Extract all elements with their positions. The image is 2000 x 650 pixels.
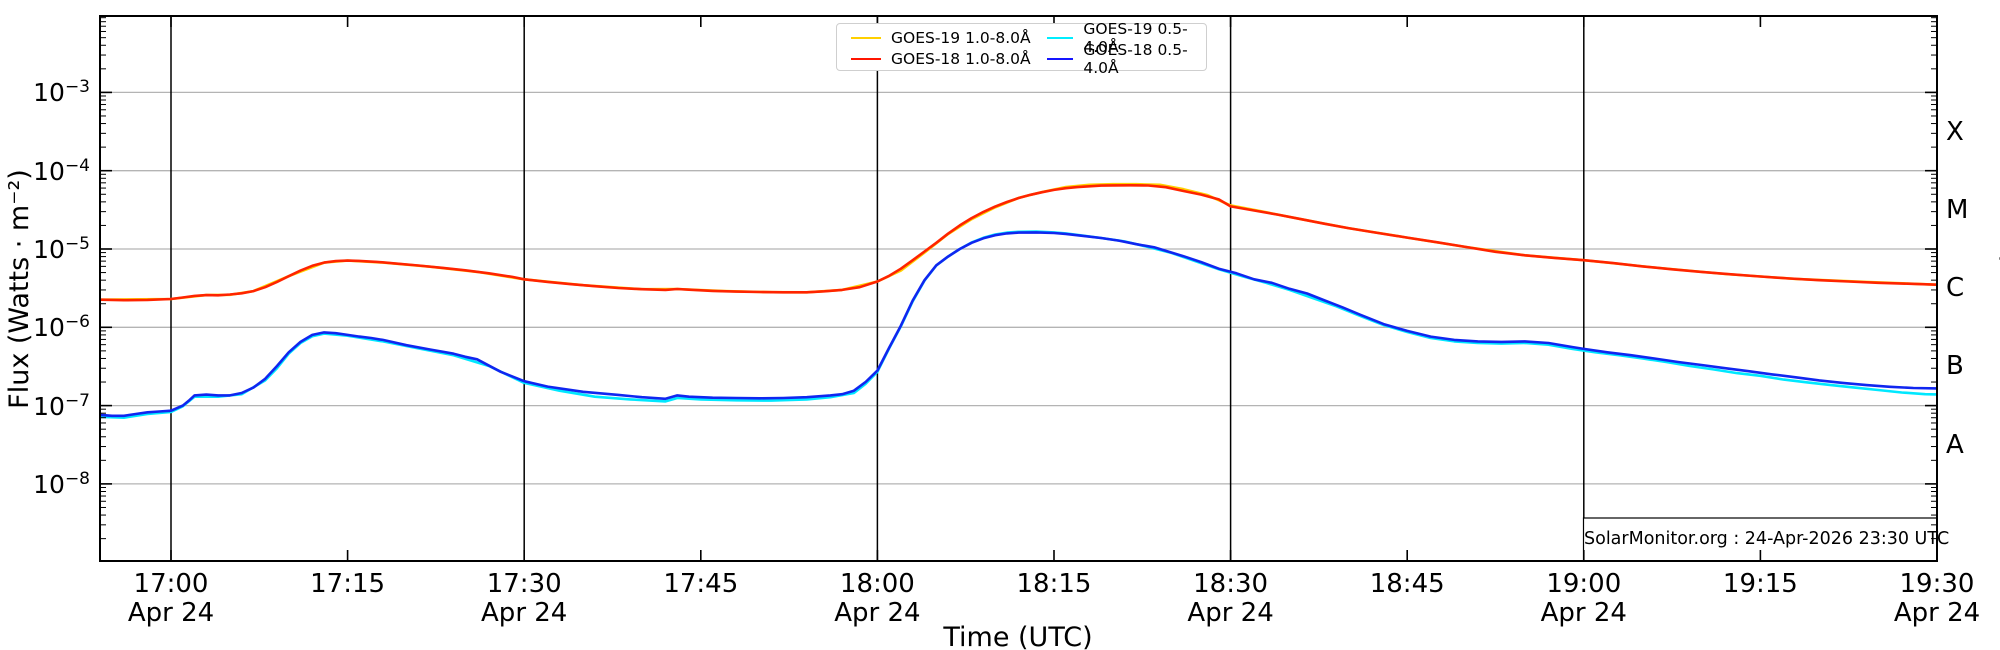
x-tick-date-19:30: Apr 24: [1893, 598, 1981, 628]
x-axis-label: Time (UTC): [943, 622, 1093, 650]
legend-label: GOES-19 0.5-4.0Å: [1083, 20, 1188, 56]
x-tick-label-17:00: 17:00: [133, 569, 209, 599]
legend-label: GOES-19 1.0-8.0Å: [891, 29, 1031, 47]
x-tick-label-19:15: 19:15: [1722, 569, 1798, 599]
x-tick-label-19:30: 19:30: [1899, 569, 1975, 599]
legend-label: GOES-18 0.5-4.0Å: [1083, 41, 1188, 77]
legend-item-goes-18-1-0-8-0-: GOES-18 1.0-8.0Å: [851, 48, 1031, 70]
legend-label: GOES-18 1.0-8.0Å: [891, 50, 1031, 68]
goes-class-X: X: [1946, 116, 1964, 147]
legend-line-swatch: [851, 58, 881, 60]
goes-class-M: M: [1946, 194, 1969, 225]
right-axis-label: GOES Class: [1996, 210, 2000, 366]
x-tick-date-17:30: Apr 24: [481, 598, 568, 628]
goes-class-C: C: [1946, 273, 1965, 304]
x-tick-label-17:45: 17:45: [663, 569, 739, 599]
x-tick-label-18:15: 18:15: [1016, 569, 1092, 599]
x-tick-label-17:15: 17:15: [310, 569, 386, 599]
legend-item-goes-19-0-5-4-0-: GOES-19 0.5-4.0Å: [1047, 20, 1206, 56]
x-tick-label-17:30: 17:30: [486, 569, 562, 599]
legend-line-swatch: [1047, 37, 1074, 39]
legend-line-swatch: [851, 37, 881, 39]
curve-goes-18-1-0-8-0-: [100, 184, 1937, 302]
y-tick-label-1e-6: 10−6: [33, 312, 90, 343]
legend: GOES-19 1.0-8.0Å GOES-18 1.0-8.0Å GOES-19 …: [836, 20, 1207, 77]
x-tick-date-17:00: Apr 24: [127, 598, 215, 628]
y-axis-label: Flux (Watts · m⁻²): [4, 169, 35, 409]
goes-class-B: B: [1946, 351, 1964, 382]
curve-goes-18-0-5-4-0-: [100, 231, 1937, 418]
y-tick-label-1e-7: 10−7: [33, 390, 90, 421]
x-tick-label-19:00: 19:00: [1546, 569, 1622, 599]
y-tick-label-1e-5: 10−5: [33, 233, 90, 265]
x-tick-label-18:45: 18:45: [1369, 569, 1445, 599]
x-tick-date-18:00: Apr 24: [834, 598, 921, 628]
x-tick-date-18:30: Apr 24: [1187, 598, 1274, 628]
legend-line-swatch: [1047, 58, 1074, 60]
plot-frame: [99, 15, 1938, 562]
x-tick-label-18:00: 18:00: [839, 569, 915, 599]
x-tick-label-18:30: 18:30: [1193, 569, 1269, 599]
axis-ticks: [100, 16, 1938, 561]
legend-item-goes-19-1-0-8-0-: GOES-19 1.0-8.0Å: [851, 27, 1031, 49]
x-tick-date-19:00: Apr 24: [1540, 598, 1627, 628]
goes-class-A: A: [1946, 429, 1964, 460]
y-tick-label-1e-3: 10−3: [33, 77, 90, 108]
legend-item-goes-18-0-5-4-0-: GOES-18 0.5-4.0Å: [1047, 41, 1206, 77]
series-group: [100, 182, 1937, 419]
y-tick-label-1e-8: 10−8: [33, 468, 90, 500]
solarmonitor-annotation: SolarMonitor.org : 24-Apr-2026 23:30 UTC: [1584, 529, 1950, 549]
y-tick-label-1e-4: 10−4: [33, 155, 90, 186]
